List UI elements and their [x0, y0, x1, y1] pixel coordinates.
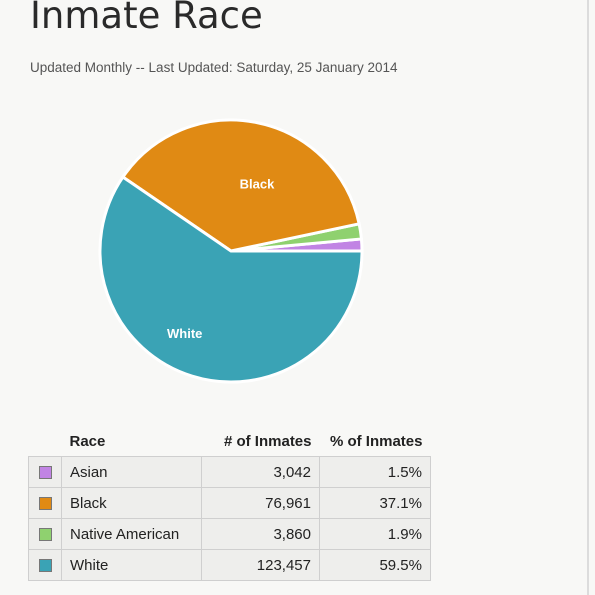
percent-cell: 59.5%	[319, 549, 431, 581]
percent-cell: 1.5%	[319, 456, 431, 488]
pie-label-black: Black	[240, 176, 275, 191]
page-subtitle: Updated Monthly -- Last Updated: Saturda…	[30, 60, 398, 75]
table-row: Native American 3,860 1.9%	[28, 518, 431, 550]
race-cell: Black	[61, 487, 202, 519]
table-row: White 123,457 59.5%	[28, 549, 431, 581]
pie-label-white: White	[167, 326, 202, 341]
native-american-color-swatch	[38, 528, 52, 542]
asian-color-swatch	[38, 466, 52, 480]
count-cell: 3,042	[201, 456, 320, 488]
count-cell: 3,860	[201, 518, 320, 550]
percent-cell: 37.1%	[319, 487, 431, 519]
percent-column-header: % of Inmates	[329, 432, 423, 450]
race-column-header: Race	[69, 432, 106, 450]
race-pie-chart: Black White	[98, 118, 364, 384]
black-color-swatch	[38, 497, 52, 511]
pie-slice-white	[98, 175, 364, 384]
swatch-header	[29, 428, 62, 457]
page-title: Inmate Race	[30, 0, 263, 37]
count-column-header: # of Inmates	[223, 432, 312, 450]
pie-slice-black	[121, 118, 361, 253]
percent-cell: 1.9%	[319, 518, 431, 550]
race-cell: Native American	[61, 518, 202, 550]
white-color-swatch	[38, 559, 52, 573]
count-cell: 123,457	[201, 549, 320, 581]
page-edge-divider	[587, 0, 589, 595]
table-row: Asian 3,042 1.5%	[28, 456, 431, 488]
race-cell: White	[61, 549, 202, 581]
table-header-row: Race # of Inmates % of Inmates	[29, 428, 431, 457]
count-cell: 76,961	[201, 487, 320, 519]
table-row: Black 76,961 37.1%	[28, 487, 431, 519]
race-cell: Asian	[61, 456, 202, 488]
race-data-table: Race # of Inmates % of Inmates Asian 3,0…	[28, 428, 431, 581]
